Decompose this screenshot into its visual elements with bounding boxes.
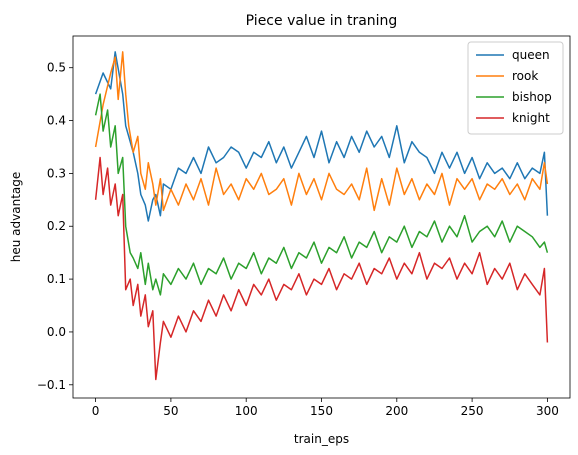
- x-tick-label: 0: [92, 404, 100, 418]
- x-tick-label: 200: [385, 404, 408, 418]
- series-layer: [94, 51, 549, 381]
- x-tick-label: 250: [461, 404, 484, 418]
- y-tick-label: 0.3: [47, 166, 66, 180]
- y-tick-label: −0.1: [37, 378, 66, 392]
- y-tick-label: 0.5: [47, 61, 66, 75]
- y-axis-label: heu advantage: [9, 172, 23, 263]
- x-axis-label: train_eps: [294, 432, 349, 446]
- x-axis-ticks: 0 50 100 150 200 250 300: [92, 398, 559, 418]
- series-line-queen: [94, 51, 549, 222]
- legend-box: [467, 41, 564, 135]
- legend-label-bishop: bishop: [512, 90, 552, 104]
- legend: queen rook bishop knight: [467, 41, 564, 135]
- y-tick-label: 0.2: [47, 219, 66, 233]
- plot-area: 0 50 100 150 200 250 300 −0.1 0.0 0.1 0.2 0.3 0.4 0.…: [37, 35, 571, 418]
- legend-label-rook: rook: [512, 69, 538, 83]
- x-tick-label: 50: [163, 404, 178, 418]
- x-tick-label: 100: [235, 404, 258, 418]
- chart-title: Piece value in traning: [246, 13, 398, 29]
- series-line-rook: [94, 51, 549, 212]
- series-line-knight: [94, 156, 549, 381]
- y-tick-label: 0.4: [47, 114, 66, 128]
- y-tick-label: 0.0: [47, 325, 66, 339]
- y-axis-ticks: −0.1 0.0 0.1 0.2 0.3 0.4 0.5: [37, 61, 73, 392]
- series-line-bishop: [94, 93, 549, 296]
- y-tick-label: 0.1: [47, 272, 66, 286]
- legend-label-queen: queen: [512, 48, 550, 62]
- legend-label-knight: knight: [512, 111, 550, 125]
- x-tick-label: 150: [310, 404, 333, 418]
- x-tick-label: 300: [536, 404, 559, 418]
